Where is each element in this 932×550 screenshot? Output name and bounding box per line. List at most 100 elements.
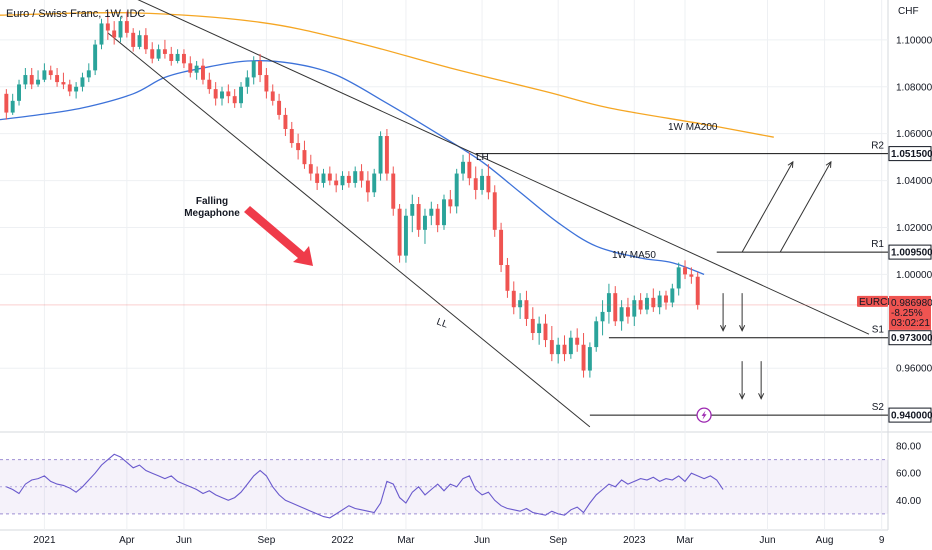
candle-body <box>270 91 275 101</box>
x-axis-tick-labels: 2021 Apr Jun Sep 2022 Mar Jun Sep 2023 Mar Jun Aug 9 <box>33 535 885 546</box>
y-tick-label: 1.080000 <box>896 82 932 93</box>
candle <box>683 260 687 280</box>
candle <box>55 68 60 87</box>
candle-body <box>530 318 535 334</box>
candle <box>296 133 301 160</box>
candle-body <box>429 208 434 216</box>
level-tag-box <box>888 330 932 346</box>
candle-body <box>4 93 9 113</box>
candle <box>543 314 548 348</box>
candle <box>638 293 643 315</box>
candle <box>461 154 465 181</box>
candle-body <box>448 199 453 207</box>
level-name-r1: R1 <box>871 239 884 250</box>
candle <box>99 18 104 50</box>
candle <box>391 166 396 216</box>
candle-body <box>213 89 218 99</box>
candle-body <box>461 161 465 174</box>
candle-body <box>61 82 66 85</box>
candle <box>429 201 434 226</box>
candle-body <box>442 199 446 226</box>
candle <box>518 293 523 319</box>
candle-body <box>86 70 91 78</box>
candle <box>42 63 47 83</box>
candle <box>29 68 34 90</box>
candle <box>201 58 205 85</box>
rsi-panel <box>0 453 888 519</box>
candle <box>277 93 282 120</box>
candle-body <box>606 293 611 312</box>
candle <box>403 208 408 263</box>
candle <box>213 82 218 106</box>
y-tick-label: 1.040000 <box>896 176 932 187</box>
candle-body <box>232 96 237 104</box>
arrow-shaft <box>741 161 794 253</box>
x-tick-label: 2022 <box>331 535 354 546</box>
candle-body <box>258 60 263 76</box>
candle <box>625 297 630 324</box>
candle <box>23 68 28 90</box>
candlesticks <box>0 11 888 378</box>
candle <box>435 204 440 233</box>
level-tag-box <box>888 407 932 423</box>
candle-body <box>36 79 41 85</box>
candle-body <box>518 300 523 308</box>
symbol-tag-box <box>857 295 888 307</box>
candle <box>613 286 618 326</box>
x-tick-label: Apr <box>119 535 135 546</box>
level-tag-s2: 0.940000 <box>888 407 932 423</box>
candle-body <box>397 208 402 256</box>
candle <box>568 330 573 359</box>
candle <box>530 307 535 341</box>
candle <box>283 107 288 137</box>
candle-body <box>169 53 174 61</box>
candle-body <box>105 23 110 31</box>
candle <box>61 72 66 90</box>
x-tick-label: Aug <box>816 535 834 546</box>
x-tick-label: 9 <box>879 535 885 546</box>
candle <box>169 46 174 66</box>
candle <box>105 11 110 40</box>
ll-label: LL <box>435 316 450 330</box>
x-tick-label: Mar <box>397 535 415 546</box>
x-tick-label: Sep <box>258 535 276 546</box>
candle-body <box>492 192 497 230</box>
candle <box>143 28 148 54</box>
candle <box>36 70 41 87</box>
level-tag-value: 0.973000 <box>891 333 932 344</box>
candle-body <box>334 180 339 186</box>
candle-body <box>10 100 15 113</box>
candle <box>492 185 497 237</box>
candle-body <box>568 337 573 355</box>
x-tick-label: 2023 <box>623 535 646 546</box>
level-name-s2: S2 <box>872 402 885 413</box>
y-tick-label: 1.060000 <box>896 129 932 140</box>
level-name-s1: S1 <box>872 325 885 336</box>
candle <box>511 281 516 315</box>
candle <box>289 121 294 148</box>
annotations: Falling Megaphone LH LL 1W MA50 1W MA200 <box>184 122 718 331</box>
candle <box>353 166 358 188</box>
trendlines <box>107 0 870 428</box>
price-tags: 1.0515001.0095000.9730000.940000EURCHF0.… <box>857 146 932 423</box>
y-axis-tick-labels: 1.100000 1.080000 1.060000 1.040000 1.020000… <box>896 35 932 506</box>
lightning-marker[interactable] <box>696 407 712 423</box>
candle <box>80 72 85 92</box>
candle-body <box>562 344 567 355</box>
candle <box>581 333 586 378</box>
ma200-label: 1W MA200 <box>668 122 718 133</box>
candle-body <box>302 150 307 165</box>
candle-body <box>480 175 485 190</box>
candle <box>10 93 15 115</box>
candle-body <box>124 21 129 33</box>
level-tag-box <box>888 146 932 162</box>
candle-body <box>638 300 643 310</box>
candle-body <box>80 77 85 87</box>
candle-body <box>435 208 440 226</box>
candle-body <box>188 63 193 73</box>
candle <box>606 283 611 324</box>
x-tick-label: 2021 <box>33 535 56 546</box>
candle-body <box>651 297 656 308</box>
candle <box>423 208 427 244</box>
